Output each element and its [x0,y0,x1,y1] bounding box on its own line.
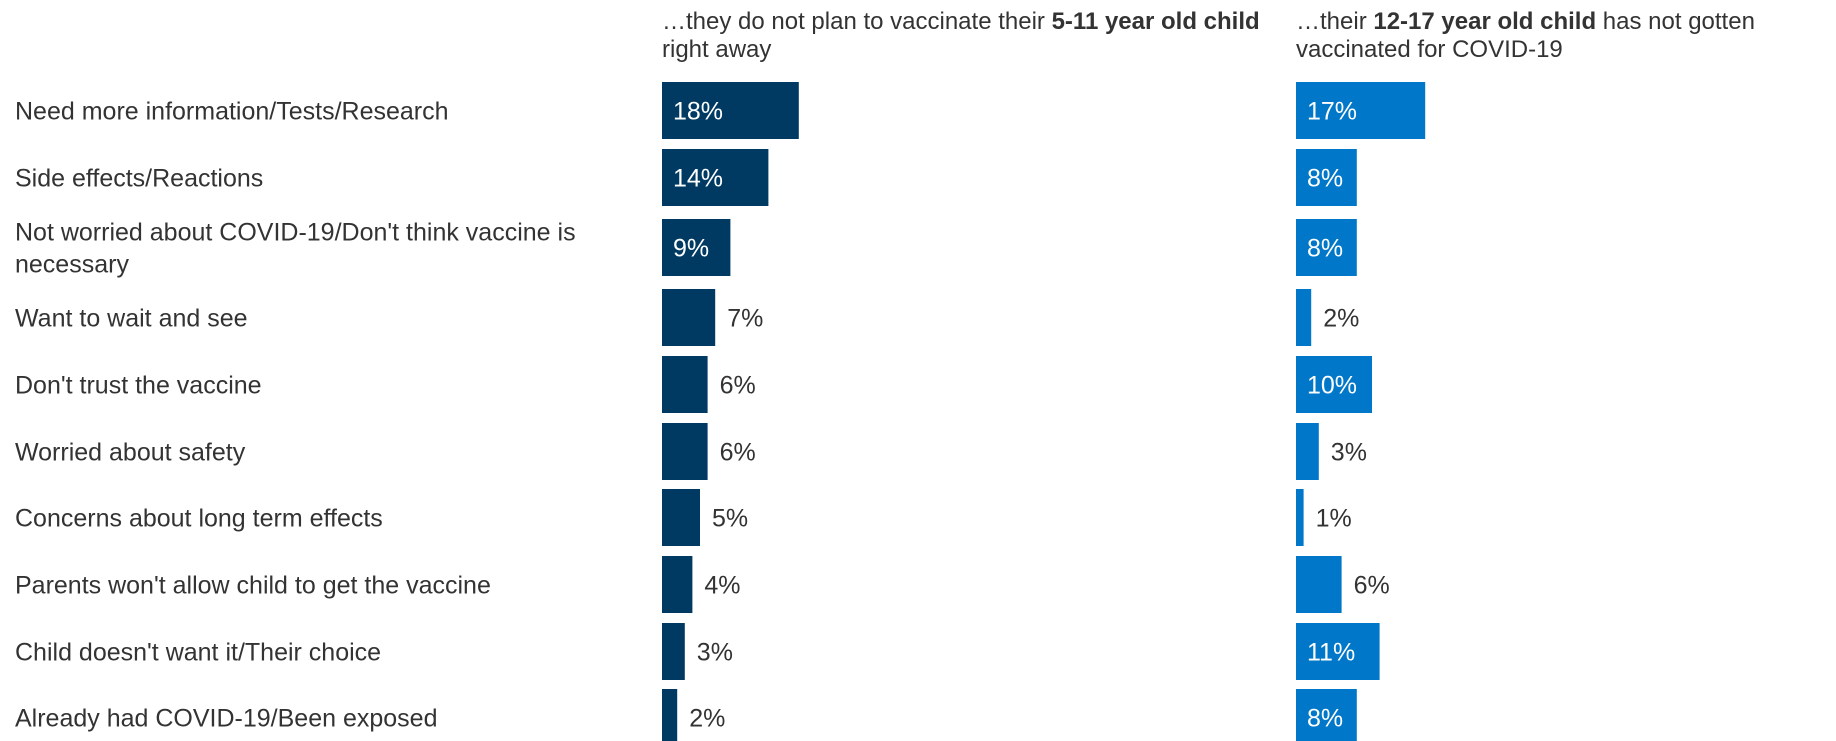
bar-series-1 [662,623,685,680]
bar-series-2 [1296,423,1319,480]
data-label-series-1: 14% [673,165,723,193]
bar-series-1 [662,219,731,276]
category-label-line: Need more information/Tests/Research [15,98,449,126]
category-label-line: Parents won't allow child to get the vac… [15,572,491,600]
data-label-series-1: 7% [727,305,763,333]
bar-series-1 [662,689,678,741]
category-label: Parents won't allow child to get the vac… [15,572,491,600]
data-label-series-2: 8% [1307,165,1343,193]
bar-series-2 [1296,219,1357,276]
series-2-header-part: …their [1296,8,1374,35]
series-2-header-part: has not gotten vaccinated for COVID-19 [1296,8,1755,63]
series-2-header-part: 12-17 year old child [1373,8,1597,35]
bar-series-2 [1296,356,1372,413]
category-label: Worried about safety [15,439,246,467]
bar-series-2 [1296,289,1312,346]
category-label: Want to wait and see [15,305,248,333]
bar-series-1 [662,489,700,546]
data-label-series-2: 6% [1354,572,1390,600]
series-1-header: …they do not plan to vaccinate their 5-1… [662,8,1262,64]
data-label-series-2: 17% [1307,98,1357,126]
category-label: Child doesn't want it/Their choice [15,639,381,667]
data-label-series-1: 5% [712,505,748,533]
category-label-line: Side effects/Reactions [15,165,263,193]
category-label: Already had COVID-19/Been exposed [15,705,437,733]
category-label-line: necessary [15,251,129,279]
data-label-series-1: 6% [720,372,756,400]
category-label-line: Want to wait and see [15,305,248,333]
data-label-series-2: 8% [1307,235,1343,263]
data-label-series-2: 1% [1316,505,1352,533]
series-2-header: …their 12-17 year old child has not gott… [1296,8,1836,64]
series-1-header-part: right away [662,36,772,63]
data-label-series-1: 18% [673,98,723,126]
bar-series-1 [662,149,769,206]
bar-series-2 [1296,489,1304,546]
data-label-series-2: 10% [1307,372,1357,400]
category-label: Not worried about COVID-19/Don't think v… [15,219,576,279]
category-label: Need more information/Tests/Research [15,98,449,126]
bar-series-2 [1296,82,1426,139]
data-label-series-2: 8% [1307,705,1343,733]
bar-series-2 [1296,689,1357,741]
data-label-series-1: 9% [673,235,709,263]
category-label: Concerns about long term effects [15,505,383,533]
bar-series-1 [662,289,716,346]
data-label-series-2: 3% [1331,439,1367,467]
category-label-line: Worried about safety [15,439,246,467]
bar-series-1 [662,556,693,613]
data-label-series-1: 4% [704,572,740,600]
bar-series-2 [1296,623,1380,680]
category-label: Don't trust the vaccine [15,372,262,400]
data-label-series-1: 2% [689,705,725,733]
bar-series-2 [1296,556,1342,613]
category-label-line: Already had COVID-19/Been exposed [15,705,437,733]
category-label-line: Don't trust the vaccine [15,372,262,400]
bar-series-2 [1296,149,1357,206]
category-label-line: Not worried about COVID-19/Don't think v… [15,219,576,247]
bar-series-1 [662,82,799,139]
data-label-series-1: 3% [697,639,733,667]
data-label-series-1: 6% [720,439,756,467]
series-1-header-part: 5-11 year old child [1051,8,1260,35]
bar-series-1 [662,423,708,480]
series-1-header-part: …they do not plan to vaccinate their [662,8,1052,35]
data-label-series-2: 2% [1323,305,1359,333]
category-label: Side effects/Reactions [15,165,263,193]
bar-series-1 [662,356,708,413]
data-label-series-2: 11% [1307,639,1355,667]
category-label-line: Child doesn't want it/Their choice [15,639,381,667]
category-label-line: Concerns about long term effects [15,505,383,533]
